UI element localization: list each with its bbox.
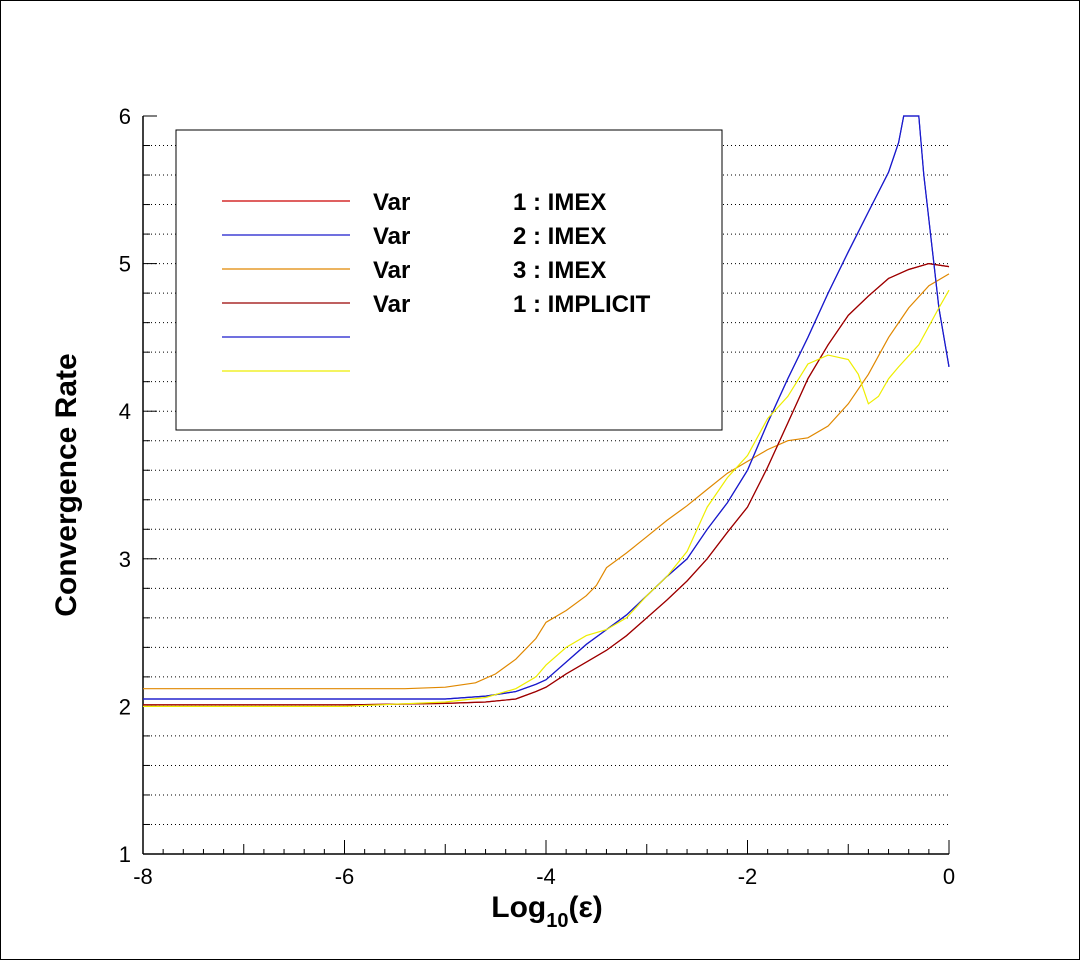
legend-label-var: Var — [373, 189, 410, 216]
legend-label-name: 1 : IMEX — [513, 189, 606, 216]
series-lines — [143, 115, 950, 708]
y-tick-label: 4 — [119, 399, 131, 424]
x-axis-title-suffix: (ε) — [569, 891, 603, 924]
x-axis-title: Log10(ε) — [491, 891, 602, 932]
legend-box — [175, 129, 723, 431]
x-axis-title-main: Log — [491, 891, 546, 924]
tick-marks — [142, 115, 950, 855]
legend-label-name: 3 : IMEX — [513, 257, 606, 284]
series-line-3 — [143, 273, 950, 690]
x-tick-label: -6 — [335, 864, 355, 889]
y-tick-label: 3 — [119, 547, 131, 572]
tick-labels: -8 -6 -4 -2 0 1 2 3 4 5 6 — [119, 104, 955, 889]
x-axis-title-subscript: 10 — [546, 910, 568, 932]
legend-label-var: Var — [373, 257, 410, 284]
y-tick-label: 6 — [119, 104, 131, 129]
legend-label-var: Var — [373, 223, 410, 250]
y-tick-label: 2 — [119, 694, 131, 719]
series-line-5 — [143, 115, 950, 700]
y-tick-label: 5 — [119, 252, 131, 277]
y-axis-title: Convergence Rate — [50, 353, 83, 616]
legend: Var 1 : IMEX Var 2 : IMEX Var 3 : IMEX Var 1 : … — [175, 129, 723, 431]
y-tick-label: 1 — [119, 842, 131, 867]
legend-label-var: Var — [373, 291, 410, 318]
x-tick-label: -2 — [738, 864, 758, 889]
x-tick-label: -8 — [133, 864, 153, 889]
legend-label-name: 1 : IMPLICIT — [513, 291, 651, 318]
legend-entries: Var 1 : IMEX Var 2 : IMEX Var 3 : IMEX Var 1 : … — [222, 189, 651, 372]
series-line-4 — [143, 262, 950, 706]
x-tick-label: 0 — [943, 864, 955, 889]
legend-label-name: 2 : IMEX — [513, 223, 606, 250]
series-line-6 — [143, 289, 950, 708]
x-tick-label: -4 — [536, 864, 556, 889]
